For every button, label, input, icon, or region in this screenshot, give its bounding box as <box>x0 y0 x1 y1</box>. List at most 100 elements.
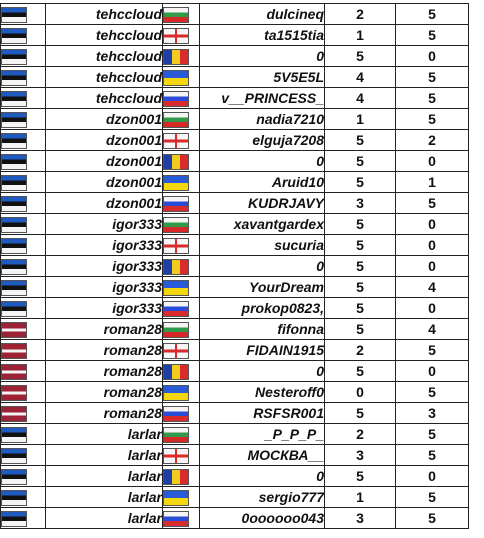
player-name: dzon001 <box>45 108 163 130</box>
opponent-name: Nesteroff0 <box>199 381 325 403</box>
country-flag-icon <box>1 468 27 485</box>
flag-cell <box>0 381 46 403</box>
score-home: 5 <box>324 150 396 172</box>
flag-cell <box>0 360 46 382</box>
country-flag-icon <box>163 510 189 527</box>
table-row: igor333 prokop0823, 5 0 <box>0 297 469 319</box>
opponent-name: nadia7210 <box>199 108 325 130</box>
score-home: 1 <box>324 108 396 130</box>
table-row: igor333 YourDream 5 4 <box>0 276 469 298</box>
flag-cell <box>162 360 200 382</box>
country-flag-icon <box>163 258 189 275</box>
flag-cell <box>162 234 200 256</box>
flag-cell <box>162 465 200 487</box>
score-away: 0 <box>395 45 469 67</box>
flag-cell <box>162 339 200 361</box>
country-flag-icon <box>163 111 189 128</box>
flag-cell <box>162 318 200 340</box>
table-row: igor333 sucuria 5 0 <box>0 234 469 256</box>
score-home: 5 <box>324 171 396 193</box>
flag-cell <box>0 45 46 67</box>
flag-cell <box>162 423 200 445</box>
country-flag-icon <box>163 489 189 506</box>
flag-cell <box>0 507 46 529</box>
flag-cell <box>162 150 200 172</box>
country-flag-icon <box>1 405 27 422</box>
score-away: 0 <box>395 150 469 172</box>
player-name: dzon001 <box>45 192 163 214</box>
country-flag-icon <box>163 384 189 401</box>
player-name: igor333 <box>45 276 163 298</box>
score-home: 3 <box>324 192 396 214</box>
flag-cell <box>162 507 200 529</box>
country-flag-icon <box>1 489 27 506</box>
player-name: larlar <box>45 423 163 445</box>
flag-cell <box>162 87 200 109</box>
score-away: 0 <box>395 234 469 256</box>
score-away: 0 <box>395 213 469 235</box>
table-row: tehccloud 0 5 0 <box>0 45 469 67</box>
table-row: larlar _P_P_P_ 2 5 <box>0 423 469 445</box>
table-row: tehccloud ta1515tia 1 5 <box>0 24 469 46</box>
table-row: dzon001 0 5 0 <box>0 150 469 172</box>
flag-cell <box>162 45 200 67</box>
country-flag-icon <box>1 174 27 191</box>
player-name: tehccloud <box>45 87 163 109</box>
country-flag-icon <box>1 384 27 401</box>
flag-cell <box>162 276 200 298</box>
country-flag-icon <box>163 321 189 338</box>
table-row: dzon001 KUDRJAVY 3 5 <box>0 192 469 214</box>
country-flag-icon <box>1 363 27 380</box>
score-away: 5 <box>395 507 469 529</box>
results-sheet: tehccloud dulcineq 2 5 tehccloud ta1515tia 1 5 t… <box>0 3 484 529</box>
opponent-name: ta1515tia <box>199 24 325 46</box>
score-home: 2 <box>324 339 396 361</box>
flag-cell <box>0 108 46 130</box>
table-row: igor333 xavantgardex 5 0 <box>0 213 469 235</box>
score-away: 4 <box>395 318 469 340</box>
score-home: 5 <box>324 465 396 487</box>
country-flag-icon <box>163 153 189 170</box>
country-flag-icon <box>163 69 189 86</box>
flag-cell <box>162 108 200 130</box>
country-flag-icon <box>1 6 27 23</box>
player-name: larlar <box>45 486 163 508</box>
score-away: 5 <box>395 192 469 214</box>
country-flag-icon <box>163 132 189 149</box>
opponent-name: elguja7208 <box>199 129 325 151</box>
player-name: igor333 <box>45 255 163 277</box>
opponent-name: Aruid10 <box>199 171 325 193</box>
results-rows: tehccloud dulcineq 2 5 tehccloud ta1515tia 1 5 t… <box>0 3 469 529</box>
country-flag-icon <box>163 237 189 254</box>
flag-cell <box>0 192 46 214</box>
flag-cell <box>162 129 200 151</box>
score-away: 3 <box>395 402 469 424</box>
flag-cell <box>162 24 200 46</box>
opponent-name: KUDRJAVY <box>199 192 325 214</box>
player-name: igor333 <box>45 213 163 235</box>
score-away: 2 <box>395 129 469 151</box>
score-home: 3 <box>324 444 396 466</box>
country-flag-icon <box>163 195 189 212</box>
score-home: 5 <box>324 45 396 67</box>
score-away: 5 <box>395 444 469 466</box>
player-name: tehccloud <box>45 66 163 88</box>
opponent-name: 0oooooo043 <box>199 507 325 529</box>
opponent-name: 0 <box>199 150 325 172</box>
score-away: 0 <box>395 297 469 319</box>
flag-cell <box>0 318 46 340</box>
country-flag-icon <box>163 6 189 23</box>
table-row: dzon001 Aruid10 5 1 <box>0 171 469 193</box>
opponent-name: МОСКВА__ <box>199 444 325 466</box>
country-flag-icon <box>1 300 27 317</box>
score-home: 5 <box>324 234 396 256</box>
player-name: tehccloud <box>45 45 163 67</box>
score-away: 5 <box>395 486 469 508</box>
country-flag-icon <box>1 27 27 44</box>
flag-cell <box>0 129 46 151</box>
country-flag-icon <box>1 342 27 359</box>
player-name: larlar <box>45 507 163 529</box>
opponent-name: xavantgardex <box>199 213 325 235</box>
country-flag-icon <box>163 405 189 422</box>
player-name: igor333 <box>45 234 163 256</box>
